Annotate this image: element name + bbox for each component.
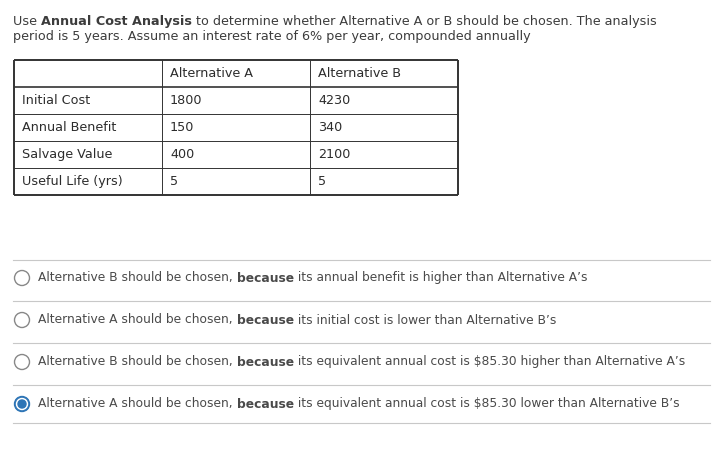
Circle shape	[18, 400, 26, 408]
Text: Alternative B should be chosen,: Alternative B should be chosen,	[38, 355, 236, 368]
Text: to determine whether Alternative A or B should be chosen. The analysis: to determine whether Alternative A or B …	[192, 15, 656, 28]
Text: Alternative B: Alternative B	[318, 67, 401, 80]
Text: Alternative A: Alternative A	[170, 67, 253, 80]
Text: Salvage Value: Salvage Value	[22, 148, 112, 161]
Text: period is 5 years. Assume an interest rate of 6% per year, compounded annually: period is 5 years. Assume an interest ra…	[13, 30, 531, 43]
Text: its annual benefit is higher than Alternative A’s: its annual benefit is higher than Altern…	[294, 272, 587, 285]
Text: Annual Cost Analysis: Annual Cost Analysis	[41, 15, 192, 28]
Text: Annual Benefit: Annual Benefit	[22, 121, 116, 134]
Text: because: because	[236, 313, 294, 327]
Text: Initial Cost: Initial Cost	[22, 94, 90, 107]
Circle shape	[14, 396, 30, 411]
Text: 400: 400	[170, 148, 194, 161]
Text: 5: 5	[318, 175, 326, 188]
Text: its initial cost is lower than Alternative B’s: its initial cost is lower than Alternati…	[294, 313, 556, 327]
Text: 1800: 1800	[170, 94, 202, 107]
Text: 340: 340	[318, 121, 342, 134]
Text: Alternative A should be chosen,: Alternative A should be chosen,	[38, 397, 236, 410]
Text: because: because	[236, 272, 294, 285]
Text: 4230: 4230	[318, 94, 350, 107]
Text: its equivalent annual cost is $85.30 higher than Alternative A’s: its equivalent annual cost is $85.30 hig…	[294, 355, 685, 368]
Text: Useful Life (yrs): Useful Life (yrs)	[22, 175, 123, 188]
Text: Use: Use	[13, 15, 41, 28]
Text: Alternative B should be chosen,: Alternative B should be chosen,	[38, 272, 236, 285]
Text: 5: 5	[170, 175, 178, 188]
Text: Alternative A should be chosen,: Alternative A should be chosen,	[38, 313, 236, 327]
Text: because: because	[236, 355, 294, 368]
Circle shape	[17, 399, 27, 410]
Text: 2100: 2100	[318, 148, 351, 161]
Text: its equivalent annual cost is $85.30 lower than Alternative B’s: its equivalent annual cost is $85.30 low…	[294, 397, 679, 410]
Text: because: because	[236, 397, 294, 410]
Text: 150: 150	[170, 121, 194, 134]
